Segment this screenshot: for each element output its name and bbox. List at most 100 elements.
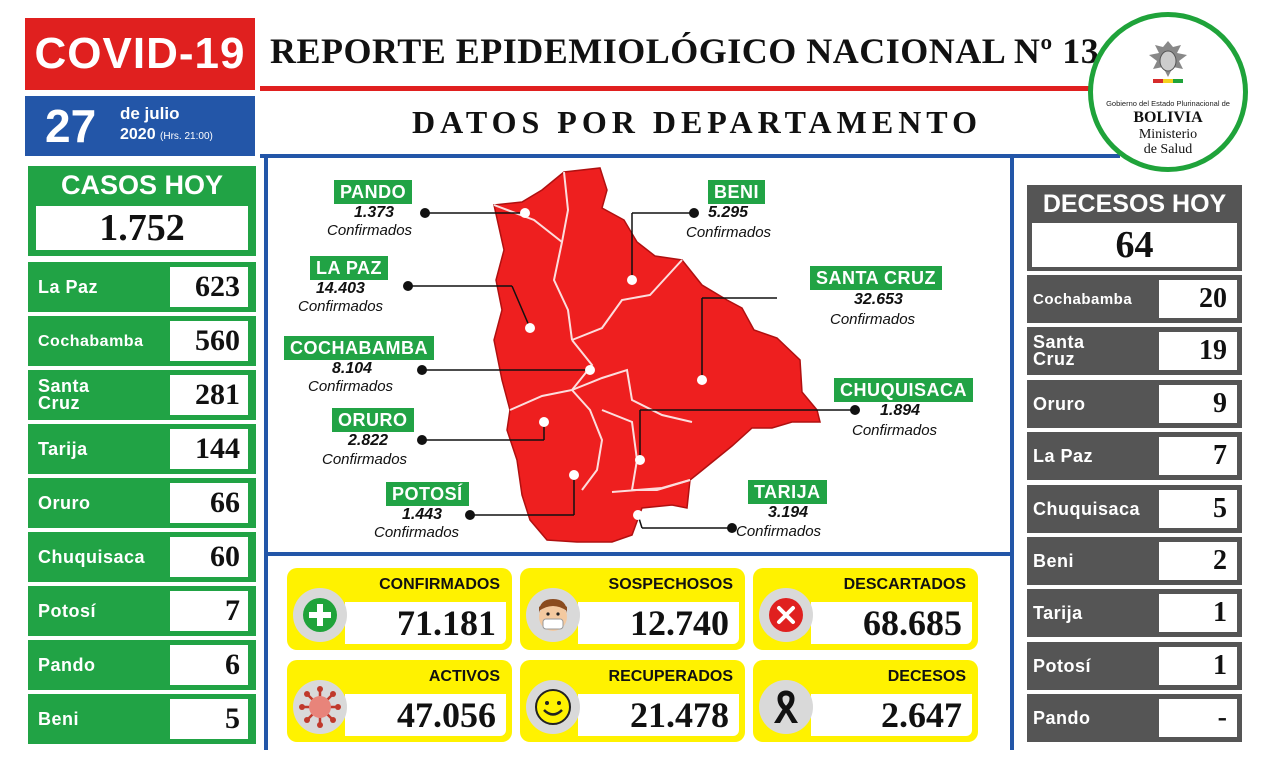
casos-hoy-row-name: Oruro xyxy=(38,492,91,513)
leader-lapaz xyxy=(511,285,531,329)
date-day: 27 xyxy=(45,100,97,152)
card-activos-box: 47.056 xyxy=(345,694,506,736)
decesos-hoy-row-name: Potosí xyxy=(1033,655,1092,676)
map-confirmed-lapaz: Confirmados xyxy=(298,298,384,315)
decesos-hoy-row-value: 19 xyxy=(1159,332,1237,370)
decesos-hoy-row-value: - xyxy=(1159,699,1237,737)
map-confirmed-potosi: Confirmados xyxy=(374,524,460,541)
map-regions xyxy=(493,167,821,543)
decesos-hoy-row-name: Oruro xyxy=(1033,393,1086,414)
coat-of-arms-icon xyxy=(1149,41,1187,83)
map-value-lapaz: 14.403 xyxy=(316,280,365,297)
report-title: REPORTE EPIDEMIOLÓGICO NACIONAL Nº 134 xyxy=(270,31,1118,71)
logo-ministry-line1: Ministerio xyxy=(1138,127,1198,142)
border-lapaz-beni xyxy=(552,171,573,341)
logo-ministry: Ministerio de Salud xyxy=(1093,127,1243,157)
card-confirmados: CONFIRMADOS 71.181 xyxy=(287,568,512,650)
casos-hoy-title: CASOS HOY xyxy=(60,170,224,200)
card-sospechosos: SOSPECHOSOS 12.740 xyxy=(520,568,745,650)
casos-hoy-row: Pando 6 xyxy=(28,640,256,690)
map-confirmed-oruro: Confirmados xyxy=(322,451,408,468)
casos-hoy-row-value: 6 xyxy=(170,645,248,685)
virus-icon xyxy=(293,680,347,734)
border-pando xyxy=(493,204,563,243)
decesos-hoy-row: Cochabamba 20 xyxy=(1027,275,1242,323)
casos-hoy-row-value: 5 xyxy=(170,699,248,739)
date-year-value: 2020 xyxy=(120,126,156,143)
card-recuperados-value: 21.478 xyxy=(630,695,729,735)
ministry-logo: Gobierno del Estado Plurinacional de BOL… xyxy=(1088,12,1248,172)
decesos-hoy-row-name: Chuquisaca xyxy=(1033,498,1141,519)
casos-hoy-row-name: Chuquisaca xyxy=(38,546,146,567)
plus-icon xyxy=(293,588,347,642)
map-label-tarija: TARIJA xyxy=(748,480,827,504)
casos-hoy-row-name: Cochabamba xyxy=(38,332,144,350)
card-sospechosos-value: 12.740 xyxy=(630,603,729,643)
casos-hoy-row-value: 7 xyxy=(170,591,248,631)
logo-government: Gobierno del Estado Plurinacional de xyxy=(1106,99,1230,108)
card-recuperados-box: 21.478 xyxy=(578,694,739,736)
decesos-hoy-row-name: Tarija xyxy=(1033,602,1083,623)
map-label-cochabamba: COCHABAMBA xyxy=(284,336,434,360)
covid-label: COVID-19 xyxy=(25,18,255,90)
decesos-hoy-row: Tarija 1 xyxy=(1027,589,1242,637)
decesos-hoy-row: Oruro 9 xyxy=(1027,380,1242,428)
decesos-hoy-row-value: 1 xyxy=(1159,594,1237,632)
masked-face-icon xyxy=(526,588,580,642)
map-label-potosi: POTOSÍ xyxy=(386,482,469,506)
bolivia-map: PANDO 1.373 Confirmados LA PAZ 14.403 Co… xyxy=(272,160,1008,550)
map-label-oruro: ORURO xyxy=(332,408,414,432)
card-descartados-value: 68.685 xyxy=(863,603,962,643)
logo-ministry-line2: de Salud xyxy=(1143,142,1193,157)
border-tarija xyxy=(611,479,691,493)
casos-hoy-row-name: La Paz xyxy=(38,276,99,297)
card-activos: ACTIVOS 47.056 xyxy=(287,660,512,742)
card-recuperados: RECUPERADOS 21.478 xyxy=(520,660,745,742)
map-value-cochabamba: 8.104 xyxy=(332,360,373,377)
casos-hoy-row-name: Potosí xyxy=(38,600,97,621)
card-descartados: DESCARTADOS 68.685 xyxy=(753,568,978,650)
bolivia-map-shape xyxy=(403,167,860,543)
map-label-santacruz: SANTA CRUZ xyxy=(810,266,942,290)
casos-hoy-row-name: Pando xyxy=(38,654,96,675)
card-decesos-label: DECESOS xyxy=(887,668,966,685)
map-value-tarija: 3.194 xyxy=(768,504,809,521)
decesos-hoy-row: La Paz 7 xyxy=(1027,432,1242,480)
decesos-hoy-header: DECESOS HOY 64 xyxy=(1027,185,1242,271)
map-confirmed-chuquisaca: Confirmados xyxy=(852,422,938,439)
map-label-pando: PANDO xyxy=(334,180,413,204)
casos-hoy-row-value: 144 xyxy=(170,429,248,469)
decesos-hoy-row-name: Beni xyxy=(1033,550,1075,571)
map-confirmed-pando: Confirmados xyxy=(327,222,413,239)
header-divider-blue xyxy=(260,154,1120,158)
border-beni-santacruz xyxy=(571,259,683,341)
decesos-hoy-row: Pando - xyxy=(1027,694,1242,742)
card-decesos: DECESOS 2.647 xyxy=(753,660,978,742)
decesos-hoy-row-value: 2 xyxy=(1159,542,1237,580)
card-sospechosos-label: SOSPECHOSOS xyxy=(608,576,733,593)
map-value-potosi: 1.443 xyxy=(402,506,443,523)
casos-hoy-row: Tarija 144 xyxy=(28,424,256,474)
card-decesos-box: 2.647 xyxy=(811,694,972,736)
map-bottom-divider xyxy=(268,552,1010,556)
casos-hoy-row-value: 560 xyxy=(170,321,248,361)
frame-line-right xyxy=(1010,158,1014,750)
casos-hoy-row: Chuquisaca 60 xyxy=(28,532,256,582)
map-confirmed-tarija: Confirmados xyxy=(736,523,822,540)
decesos-hoy-title: DECESOS HOY xyxy=(1042,190,1227,218)
decesos-hoy-row: Santa Cruz 19 xyxy=(1027,327,1242,375)
decesos-hoy-row-value: 20 xyxy=(1159,280,1237,318)
decesos-hoy-row-name: La Paz xyxy=(1033,445,1094,466)
map-value-beni: 5.295 xyxy=(708,204,749,221)
logo-country: BOLIVIA xyxy=(1133,109,1203,126)
date-year: 2020 (Hrs. 21:00) xyxy=(120,126,213,144)
date-hours: (Hrs. 21:00) xyxy=(160,131,213,142)
map-label-beni: BENI xyxy=(708,180,766,204)
map-value-santacruz: 32.653 xyxy=(854,291,903,308)
page-subtitle: DATOS POR DEPARTAMENTO xyxy=(412,104,982,140)
decesos-hoy-row-name: Pando xyxy=(1033,707,1091,728)
map-confirmed-santacruz: Confirmados xyxy=(830,311,916,328)
card-activos-label: ACTIVOS xyxy=(428,668,500,685)
smiley-icon xyxy=(526,680,580,734)
card-sospechosos-box: 12.740 xyxy=(578,602,739,644)
